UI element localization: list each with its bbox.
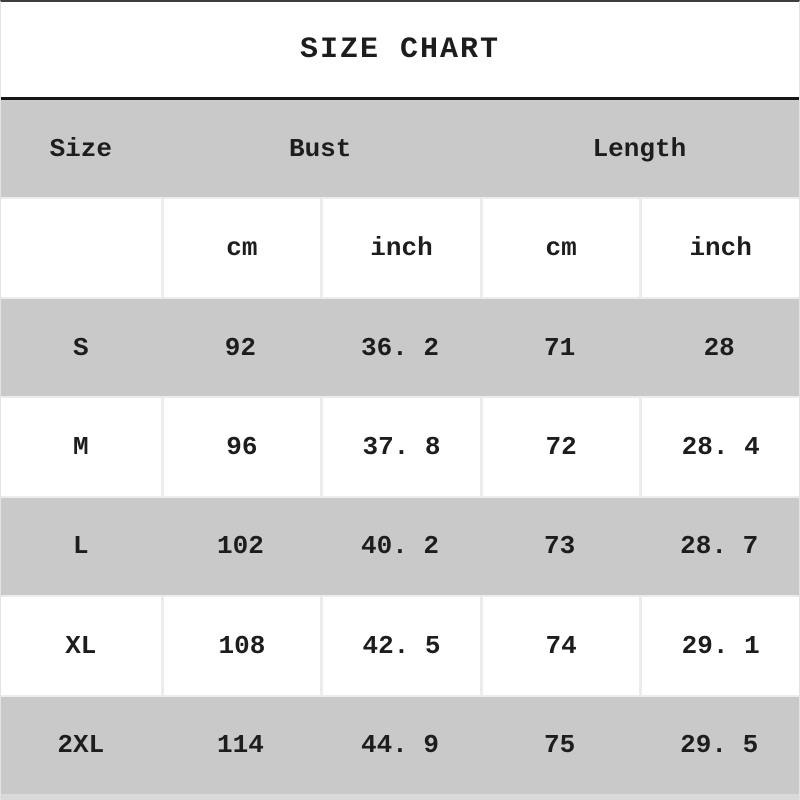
table-row-xl: XL 108 42. 5 74 29. 1 [1,597,799,695]
units-row: cm inch cm inch [1,199,799,297]
unit-cell-length-inch: inch [639,199,799,297]
bust-inch-cell: 44. 9 [360,730,439,761]
bust-inch-cell: 37. 8 [320,398,480,496]
header-size: Size [49,133,112,164]
unit-cell-blank [1,199,161,296]
bust-cm-cell: 96 [160,398,321,496]
unit-cell-length-cm: cm [479,199,640,297]
bust-inch-cell: 36. 2 [360,332,439,363]
length-cm-cell: 73 [543,531,576,562]
table-row-s: S 92 36. 2 71 28 [1,298,799,397]
table-row-2xl: 2XL 114 44. 9 75 29. 5 [1,696,799,794]
header-length: Length [592,133,687,164]
length-cm-cell: 71 [543,332,576,363]
length-inch-cell: 29. 1 [639,597,799,695]
table-row-l: L 102 40. 2 73 28. 7 [1,497,799,596]
page-title: SIZE CHART [299,32,501,67]
header-bust: Bust [288,133,352,164]
size-label-cell: S [72,332,89,363]
unit-cell-bust-inch: inch [320,199,480,297]
length-inch-cell: 28 [703,332,735,363]
length-inch-cell: 29. 5 [680,730,759,761]
length-inch-cell: 28. 4 [639,398,799,496]
length-inch-cell: 28. 7 [680,531,759,562]
bust-inch-cell: 40. 2 [360,531,439,562]
size-label-cell: L [72,531,89,562]
table-row-m: M 96 37. 8 72 28. 4 [1,398,799,496]
table-header-row: Size Bust Length [1,100,799,198]
bust-cm-cell: 92 [224,332,256,363]
size-label-cell: 2XL [57,730,105,761]
bust-cm-cell: 114 [216,730,264,761]
bust-cm-cell: 102 [216,531,264,562]
bust-cm-cell: 108 [160,597,321,695]
size-label-cell: M [72,431,89,462]
length-cm-cell: 74 [479,597,640,695]
bust-inch-cell: 42. 5 [320,597,480,695]
title-divider-rule [1,97,799,100]
title-band: SIZE CHART [1,2,799,97]
length-cm-cell: 72 [479,398,640,496]
size-table: Size Bust Length cm inch cm inch S 92 36… [1,100,799,794]
length-cm-cell: 75 [543,730,576,761]
unit-cell-bust-cm: cm [160,199,321,297]
bottom-strip [1,794,799,800]
size-label-cell: XL [65,630,97,661]
